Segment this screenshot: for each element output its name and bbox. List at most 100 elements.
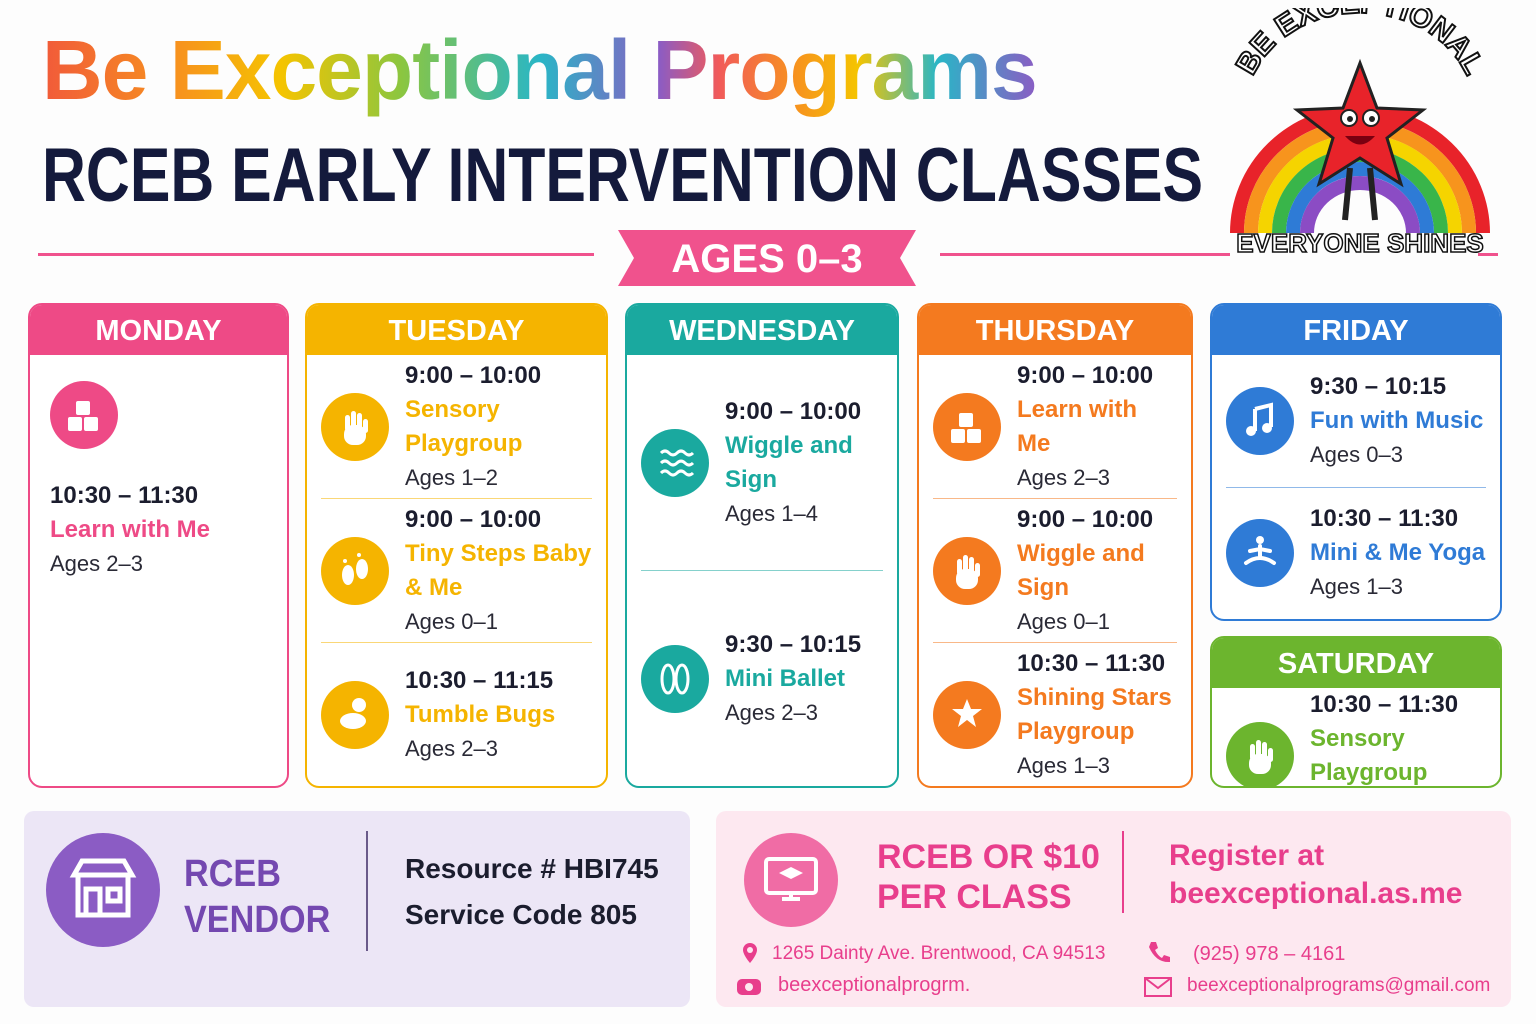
class-entry: 9:30 – 10:15 Mini Ballet Ages 2–3 [641,570,883,786]
divider [940,253,1230,256]
class-time: 10:30 – 11:30 [1017,649,1166,677]
class-name: Learn with Me [1017,395,1138,457]
class-icon [933,536,1001,605]
class-text: 10:30 – 11:30 Mini & Me Yoga Ages 1–3 [1310,502,1485,604]
class-time: 9:00 – 10:00 [725,397,862,425]
class-icon [321,392,389,461]
class-ages: Ages 2–3 [50,551,143,576]
class-ages: Ages 0–1 [1017,608,1110,634]
icon [1246,402,1273,436]
subtitle: RCEB EARLY INTERVENTION CLASSES [42,133,1204,218]
class-time: 10:30 – 11:30 [1310,691,1459,718]
class-icon [1226,722,1294,786]
day-name: SATURDAY [1212,638,1500,688]
class-time: 10:30 – 11:30 [1310,505,1459,533]
day-name: WEDNESDAY [627,305,897,355]
email: beexceptionalprograms@gmail.com [1187,975,1491,996]
class-name: Tumble Bugs [405,700,556,728]
class-text: 9:00 – 10:00 Wiggle and Sign Ages 0–1 [1017,503,1177,639]
class-icon [321,680,389,749]
class-ages: Ages 2–3 [1017,464,1110,490]
class-name: Tiny Steps Baby & Me [405,539,592,601]
class-name: Sensory Playgroup [1310,725,1428,786]
class-text: 9:00 – 10:00 Learn with Me Ages 2–3 [1017,359,1177,495]
icon [951,412,981,443]
class-text: 10:30 – 11:15 Tumble Bugs Ages 2–3 [405,664,555,766]
logo: BE EXCEPTIONAL EVERYONE SHINES [1229,8,1491,259]
day-body: 9:00 – 10:00 Wiggle and Sign Ages 1–4 9:30 … [627,355,897,786]
logo-bottom: EVERYONE SHINES [1236,228,1484,258]
class-name: Fun with Music [1310,406,1484,434]
icon [660,663,690,694]
vendor-box: RCEB VENDOR Resource # HBI745 Service Co… [24,811,690,1007]
day-card: THURSDAY 9:00 – 10:00 Learn with Me Ages 2–… [917,303,1193,788]
class-time: 9:00 – 10:00 [405,361,542,389]
class-icon [50,381,118,449]
ages-badge: AGES 0–3 [671,237,863,281]
class-ages: Ages 2–3 [725,699,818,725]
class-ages: Ages 1–2 [405,464,498,490]
register-url: beexceptional.as.me [1169,877,1463,910]
class-entry: 10:30 – 11:15 Tumble Bugs Ages 2–3 [321,642,592,786]
phone-icon [1149,942,1170,963]
class-time: 9:30 – 10:15 [725,630,862,658]
class-ages: Ages 0–3 [1310,441,1403,467]
day-body: 10:30 – 11:30 Learn with Me Ages 2–3 [30,355,287,786]
day-name: MONDAY [30,305,287,355]
pin-icon [743,943,757,963]
class-entry: 10:30 – 11:30 Shining Stars Playgroup Ages… [933,642,1177,786]
class-icon [933,392,1001,461]
class-name: Wiggle and Sign [1017,539,1145,601]
class-time: 10:30 – 11:15 [405,666,554,694]
class-name: Mini Ballet [725,664,846,692]
class-ages: Ages 1–3 [1310,574,1403,600]
class-entry: 10:30 – 11:30 Mini & Me Yoga Ages 1–3 [1226,486,1486,620]
vendor-label: RCEB VENDOR [184,853,331,941]
class-text: 9:30 – 10:15 Fun with Music Ages 0–3 [1310,370,1483,472]
day-name: THURSDAY [919,305,1191,355]
class-icon [1226,519,1294,588]
class-text: 9:00 – 10:00 Tiny Steps Baby & Me Ages 0–1 [405,503,592,639]
class-text: 9:00 – 10:00 Wiggle and Sign Ages 1–4 [725,395,883,531]
icon [342,552,368,585]
icon [952,698,982,727]
service-code: Service Code 805 [405,899,637,930]
ribbon [618,230,916,286]
class-name: Shining Stars Playgroup [1017,683,1172,745]
icon [344,410,368,445]
store-icon [46,833,160,947]
icon [68,401,98,431]
class-text: 10:30 – 11:30 Shining Stars Playgroup Ages… [1017,647,1177,783]
class-ages: Ages 0–1 [405,608,498,634]
class-time: 9:00 – 10:00 [405,505,542,533]
class-entry: 10:30 – 11:30 Learn with Me Ages 2–3 [44,355,273,786]
resource-number: Resource # HBI745 [405,853,659,884]
class-entry: 9:00 – 10:00 Wiggle and Sign Ages 0–1 [933,498,1177,642]
title: Be Exceptional Programs [42,23,1038,117]
class-icon [321,536,389,605]
separator [366,831,368,951]
mail-icon [1144,977,1172,997]
day-body: 9:00 – 10:00 Sensory Playgroup Ages 1–2 9:0… [307,355,606,786]
class-name: Mini & Me Yoga [1310,539,1486,567]
class-time: 9:30 – 10:15 [1310,372,1447,400]
class-entry: 9:00 – 10:00 Tiny Steps Baby & Me Ages 0–1 [321,498,592,642]
divider [38,253,594,256]
web-icon [737,979,761,995]
class-time: 10:30 – 11:30 [50,482,199,509]
class-icon [1226,386,1294,455]
icon [956,554,980,589]
day-body: 9:00 – 10:00 Learn with Me Ages 2–3 9:00 – … [919,355,1191,786]
address: 1265 Dainty Ave. Brentwood, CA 94513 [772,943,1106,964]
day-card: FRIDAY 9:30 – 10:15 Fun with Music Ages 0–3… [1210,303,1502,621]
computer-icon [744,833,838,927]
class-icon [641,428,709,497]
class-text: 9:00 – 10:00 Sensory Playgroup Ages 1–2 [405,359,592,495]
class-entry: 9:00 – 10:00 Learn with Me Ages 2–3 [933,355,1177,498]
day-card: TUESDAY 9:00 – 10:00 Sensory Playgroup Ages… [305,303,608,788]
